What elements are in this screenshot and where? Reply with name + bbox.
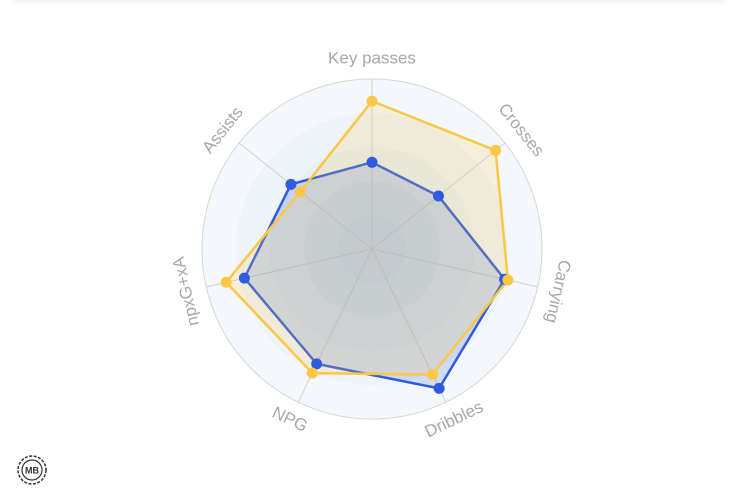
point [220,276,232,288]
point [490,144,502,156]
axis-label: NPG [269,403,310,436]
axis-label: Key passes [328,48,416,67]
point [432,190,444,202]
point [366,95,378,107]
logo: MB [17,455,47,485]
logo-text: MB [25,465,39,475]
point [311,358,323,370]
series-area [224,99,510,376]
point [502,274,514,286]
rings: Key passesCrossesCarryingDribblesNPGnpxG… [169,48,575,441]
point [306,367,318,379]
axis-label: Carrying [542,258,575,325]
point [426,369,438,381]
point [294,186,306,198]
plot [220,95,514,394]
spoke [206,248,373,288]
point [433,382,445,394]
spoke [238,142,373,250]
axis-label: npxG+xA [169,254,203,328]
point [238,272,250,284]
series-area [243,161,506,390]
point [285,178,297,190]
point [366,156,378,168]
